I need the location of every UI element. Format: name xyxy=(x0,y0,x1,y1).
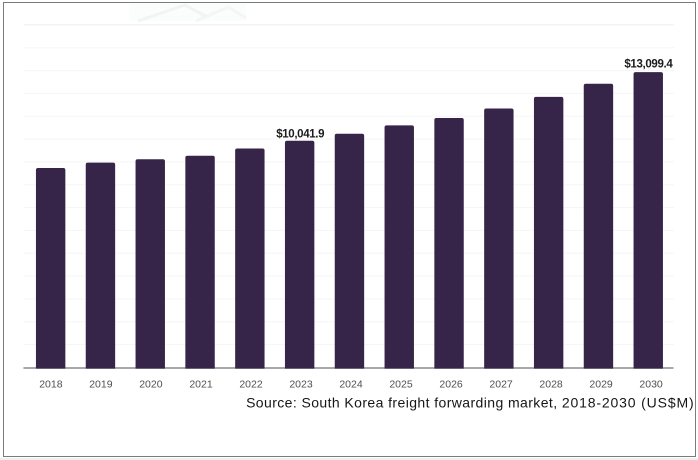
svg-text:2025: 2025 xyxy=(389,379,413,391)
svg-text:Source: South Korea freight fo: Source: South Korea freight forwarding m… xyxy=(246,395,694,411)
svg-text:2028: 2028 xyxy=(539,379,563,391)
svg-text:2023: 2023 xyxy=(289,379,313,391)
svg-text:2020: 2020 xyxy=(139,379,163,391)
svg-text:2022: 2022 xyxy=(239,379,263,391)
svg-text:2027: 2027 xyxy=(489,379,513,391)
svg-text:2019: 2019 xyxy=(89,379,113,391)
svg-text:2029: 2029 xyxy=(589,379,613,391)
svg-text:2024: 2024 xyxy=(339,379,363,391)
svg-text:$10,041.9: $10,041.9 xyxy=(276,128,324,140)
svg-text:2030: 2030 xyxy=(639,379,663,391)
svg-text:$13,099.4: $13,099.4 xyxy=(624,58,673,70)
svg-text:2018: 2018 xyxy=(39,379,63,391)
svg-text:2026: 2026 xyxy=(439,379,463,391)
svg-text:2021: 2021 xyxy=(189,379,213,391)
